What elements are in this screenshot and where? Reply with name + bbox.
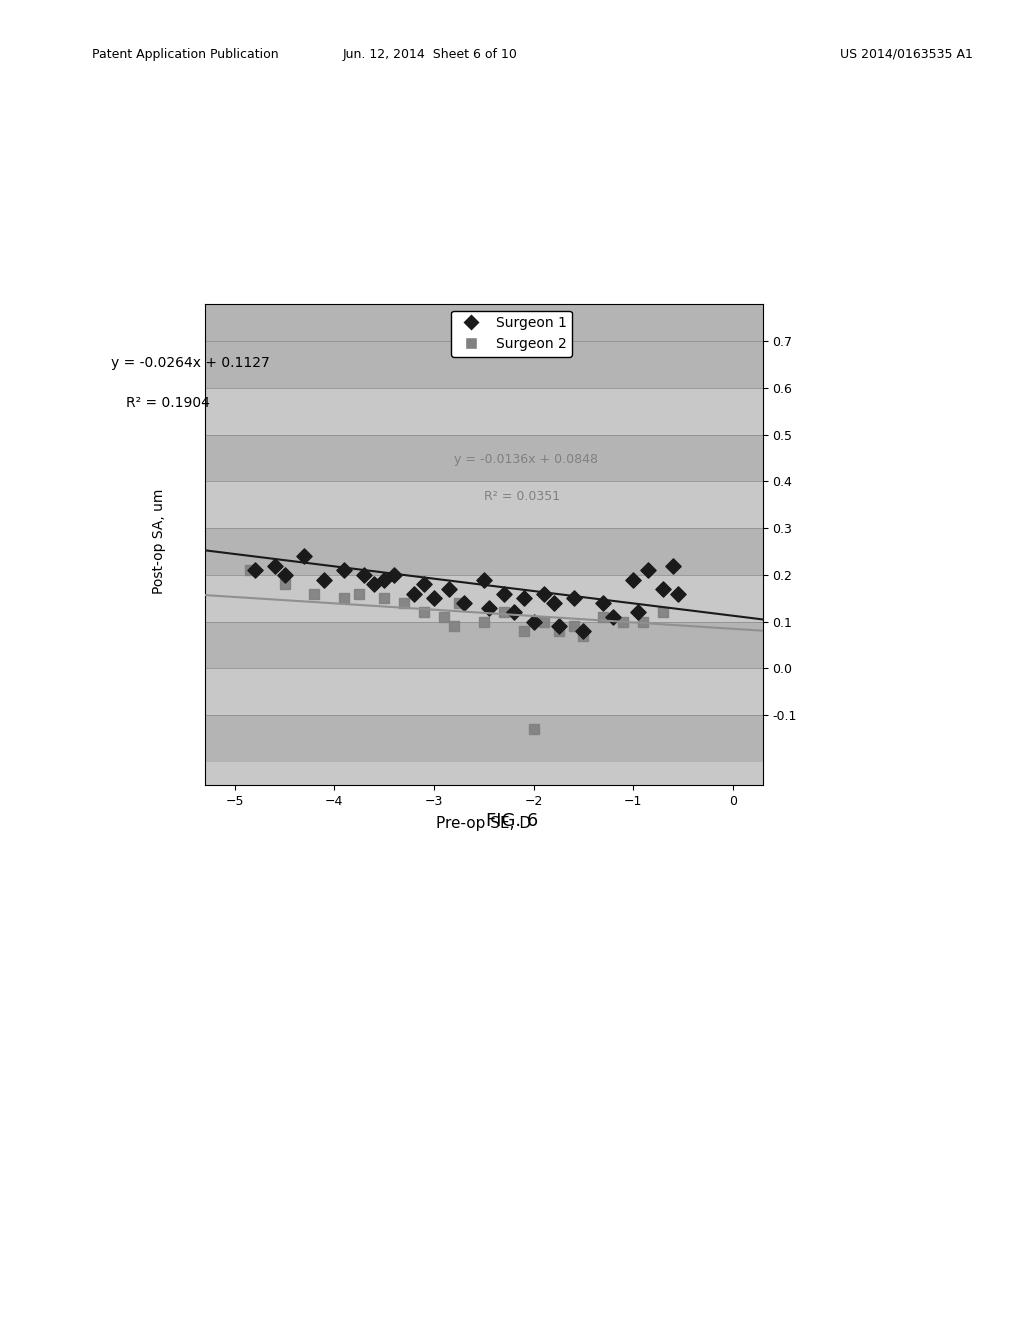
Surgeon 1 [456, 593, 472, 614]
Surgeon 1 [565, 587, 582, 609]
Surgeon 1 [296, 545, 312, 566]
Text: R² = 0.1904: R² = 0.1904 [126, 396, 210, 411]
Surgeon 1 [336, 560, 352, 581]
Surgeon 1 [475, 569, 493, 590]
Surgeon 2 [536, 611, 552, 632]
Surgeon 1 [276, 565, 293, 586]
Surgeon 2 [396, 593, 413, 614]
Text: Patent Application Publication: Patent Application Publication [92, 48, 279, 61]
Text: Post-op SA, um: Post-op SA, um [152, 488, 166, 594]
Surgeon 1 [266, 554, 283, 576]
Bar [205, 341, 763, 388]
Bar [205, 482, 763, 528]
Bar [205, 762, 763, 785]
Surgeon 1 [406, 583, 422, 605]
Bar [205, 528, 763, 576]
Surgeon 1 [595, 593, 611, 614]
Surgeon 2 [242, 560, 258, 581]
Surgeon 2 [451, 593, 467, 614]
Surgeon 2 [445, 616, 462, 638]
Text: y = -0.0136x + 0.0848: y = -0.0136x + 0.0848 [454, 453, 598, 466]
Surgeon 1 [366, 574, 382, 595]
Surgeon 1 [440, 578, 457, 599]
Surgeon 2 [336, 587, 352, 609]
Surgeon 2 [351, 583, 368, 605]
Surgeon 2 [376, 587, 392, 609]
Surgeon 2 [496, 602, 512, 623]
X-axis label: Pre-op SE, D: Pre-op SE, D [436, 817, 531, 832]
Surgeon 2 [276, 574, 293, 595]
Bar [205, 304, 763, 341]
Text: R² = 0.0351: R² = 0.0351 [484, 490, 560, 503]
Surgeon 1 [386, 565, 402, 586]
Surgeon 1 [625, 569, 641, 590]
Surgeon 2 [575, 626, 592, 647]
Bar [205, 668, 763, 715]
Text: FIG. 6: FIG. 6 [485, 812, 539, 830]
Surgeon 1 [376, 569, 392, 590]
Surgeon 1 [665, 554, 681, 576]
Surgeon 1 [515, 587, 531, 609]
Bar [205, 715, 763, 762]
Surgeon 2 [550, 620, 566, 642]
Surgeon 1 [605, 606, 622, 627]
Surgeon 2 [525, 718, 542, 739]
Surgeon 2 [635, 611, 651, 632]
Surgeon 1 [356, 565, 373, 586]
Surgeon 1 [550, 616, 566, 638]
Surgeon 1 [426, 587, 442, 609]
Surgeon 1 [630, 602, 646, 623]
Surgeon 2 [515, 620, 531, 642]
Surgeon 2 [595, 606, 611, 627]
Surgeon 1 [546, 593, 562, 614]
Surgeon 2 [436, 606, 453, 627]
Bar [205, 622, 763, 668]
Bar [205, 388, 763, 434]
Surgeon 1 [480, 597, 497, 618]
Surgeon 1 [247, 560, 263, 581]
Surgeon 1 [525, 611, 542, 632]
Surgeon 1 [670, 583, 686, 605]
Text: Jun. 12, 2014  Sheet 6 of 10: Jun. 12, 2014 Sheet 6 of 10 [343, 48, 517, 61]
Surgeon 2 [565, 616, 582, 638]
Surgeon 1 [640, 560, 656, 581]
Bar [205, 576, 763, 622]
Surgeon 2 [416, 602, 432, 623]
Surgeon 2 [615, 611, 632, 632]
Surgeon 1 [575, 620, 592, 642]
Surgeon 1 [506, 602, 522, 623]
Surgeon 1 [536, 583, 552, 605]
Surgeon 1 [316, 569, 333, 590]
Surgeon 2 [475, 611, 493, 632]
Bar [205, 434, 763, 482]
Surgeon 2 [655, 602, 672, 623]
Surgeon 2 [306, 583, 323, 605]
Legend: Surgeon 1, Surgeon 2: Surgeon 1, Surgeon 2 [452, 310, 572, 356]
Text: y = -0.0264x + 0.1127: y = -0.0264x + 0.1127 [111, 356, 269, 371]
Surgeon 1 [496, 583, 512, 605]
Text: US 2014/0163535 A1: US 2014/0163535 A1 [840, 48, 973, 61]
Surgeon 1 [416, 574, 432, 595]
Surgeon 1 [655, 578, 672, 599]
